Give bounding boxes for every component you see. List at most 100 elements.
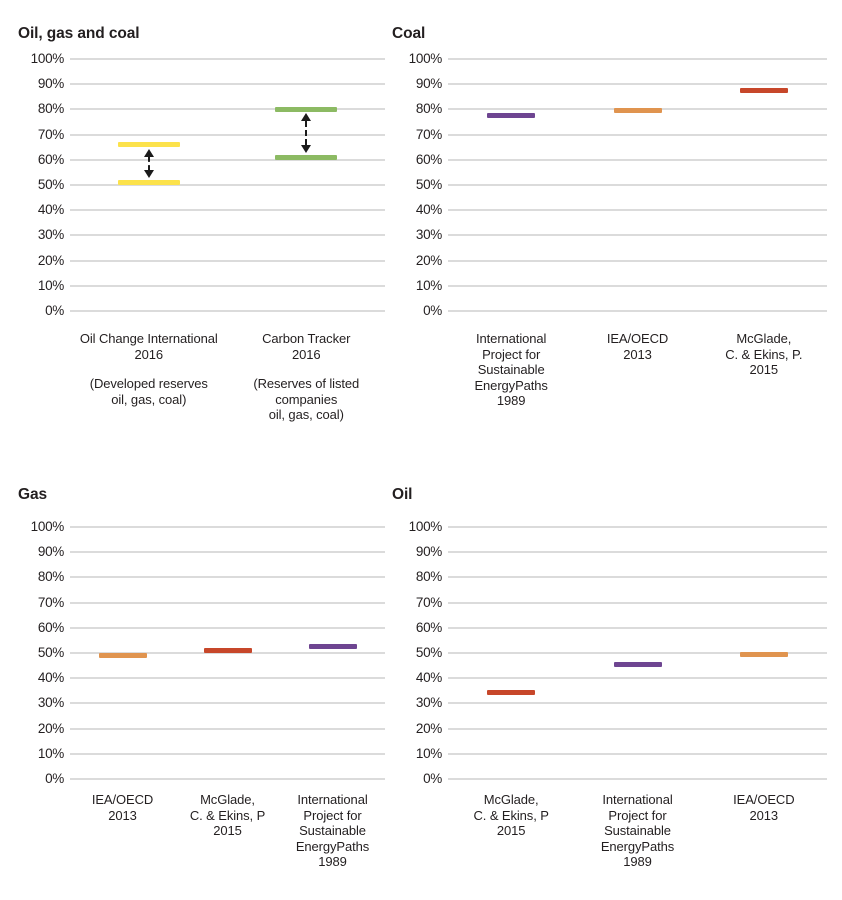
- data-marker: [203, 647, 252, 653]
- gridline: [70, 576, 385, 579]
- chart-title: Coal: [392, 25, 426, 42]
- x-category-label-text: IEA/OECD 2013: [733, 792, 795, 823]
- y-tick-label: 100%: [408, 51, 443, 66]
- x-category-label-text: IEA/OECD 2013: [91, 792, 154, 823]
- gridline: [448, 184, 827, 186]
- chart-oil-gas-coal: Oil, gas and coal 100% 90% 80% 70% 60% 50% 40%…: [18, 18, 385, 486]
- x-axis-labels: IEA/OECD 2013 McGlade, C. & Ekins, P 2015…: [70, 792, 385, 870]
- y-tick-label: 90%: [415, 76, 442, 92]
- y-tick-label: 90%: [415, 544, 442, 560]
- y-tick-label: 50%: [37, 177, 64, 192]
- y-tick-label: 80%: [37, 569, 64, 585]
- y-tick-label: 20%: [37, 252, 64, 268]
- y-tick-label: 0%: [423, 771, 442, 786]
- y-tick-label: 40%: [415, 202, 442, 218]
- y-tick-label: 50%: [37, 645, 64, 660]
- y-tick-label: 90%: [37, 76, 64, 92]
- gridline: [448, 601, 827, 604]
- gridline: [70, 234, 385, 237]
- gridline: [70, 83, 385, 86]
- gridline: [70, 526, 385, 528]
- gridline: [70, 626, 385, 629]
- x-category-label-text: International Project for Sustainable En…: [295, 792, 370, 869]
- x-category-label: International Project for Sustainable En…: [448, 331, 574, 409]
- x-category-label: IEA/OECD 2013: [701, 792, 827, 870]
- plot-area: 100% 90% 80% 70% 60% 50% 40% 30% 20% 10% 0%: [31, 519, 385, 786]
- y-tick-label: 70%: [415, 126, 442, 142]
- y-tick-label: 0%: [423, 303, 442, 318]
- y-tick-label: 40%: [415, 670, 442, 686]
- y-tick-label: 80%: [415, 569, 442, 585]
- x-category-label-text: IEA/OECD 2013: [606, 331, 669, 362]
- chart-title: Gas: [18, 486, 47, 503]
- data-marker: [98, 653, 147, 659]
- chart-oil: Oil 100% 90% 80% 70% 60% 50% 40% 30% 20% 10% 0% Mc…: [392, 486, 827, 900]
- data-marker: [613, 661, 662, 667]
- gridline: [448, 652, 827, 654]
- data-marker: [613, 108, 662, 114]
- y-tick-label: 50%: [415, 177, 442, 192]
- gridline: [70, 702, 385, 705]
- y-tick-label: 20%: [415, 720, 442, 736]
- y-tick-label: 50%: [415, 645, 442, 660]
- chart-title: Oil: [392, 486, 413, 503]
- y-tick-label: 80%: [37, 101, 64, 117]
- gridline: [448, 677, 827, 680]
- data-marker: [487, 689, 536, 695]
- x-category-label-text: McGlade, C. & Ekins, P 2015: [189, 792, 266, 838]
- arrow-down-icon: [143, 170, 154, 179]
- gridline: [448, 727, 827, 730]
- data-marker: [275, 106, 338, 112]
- gridline: [70, 259, 385, 262]
- x-category-label: IEA/OECD 2013: [574, 331, 700, 409]
- y-tick-label: 100%: [30, 519, 65, 534]
- gridline: [448, 526, 827, 528]
- gridline: [70, 58, 385, 60]
- y-tick-label: 100%: [408, 519, 443, 534]
- gridline: [70, 184, 385, 186]
- gridline: [448, 158, 827, 161]
- range-arrow: [299, 113, 313, 154]
- data-marker: [117, 142, 180, 148]
- y-tick-label: 60%: [415, 151, 442, 167]
- gridline: [448, 576, 827, 579]
- x-category-label-text: McGlade, C. & Ekins, P 2015: [473, 792, 549, 838]
- gridline: [70, 551, 385, 554]
- gridline: [70, 209, 385, 212]
- gridline: [70, 652, 385, 654]
- y-tick-label: 0%: [45, 303, 64, 318]
- x-category-label-text: Oil Change International 2016: [79, 331, 218, 362]
- y-tick-label: 80%: [415, 101, 442, 117]
- chart-coal: Coal 100% 90% 80% 70% 60% 50% 40% 30% 20% 10% 0% I…: [392, 18, 827, 486]
- y-tick-label: 70%: [37, 126, 64, 142]
- y-tick-label: 10%: [415, 745, 442, 761]
- gridline: [448, 209, 827, 212]
- gridline: [70, 677, 385, 680]
- y-tick-label: 40%: [37, 670, 64, 686]
- data-marker: [487, 113, 536, 119]
- gridline: [70, 752, 385, 755]
- gridline: [70, 727, 385, 730]
- gridline: [448, 234, 827, 237]
- plot-area: 100% 90% 80% 70% 60% 50% 40% 30% 20% 10% 0%: [409, 519, 827, 786]
- gridline: [448, 702, 827, 705]
- arrow-shaft: [147, 156, 150, 171]
- y-tick-label: 20%: [415, 252, 442, 268]
- x-category-label: McGlade, C. & Ekins, P 2015: [448, 792, 574, 870]
- y-tick-label: 30%: [37, 695, 64, 711]
- y-tick-label: 40%: [37, 202, 64, 218]
- y-tick-label: 70%: [415, 594, 442, 610]
- data-marker: [739, 88, 788, 93]
- x-category-label-text: International Project for Sustainable En…: [474, 331, 548, 408]
- arrow-up-icon: [301, 113, 312, 122]
- y-tick-label: 20%: [37, 720, 64, 736]
- plot-area: 100% 90% 80% 70% 60% 50% 40% 30% 20% 10% 0%: [409, 51, 827, 318]
- data-marker: [275, 154, 338, 160]
- gridline: [448, 310, 827, 312]
- gridline: [448, 58, 827, 60]
- gridline: [448, 259, 827, 262]
- plot-area: 100% 90% 80% 70% 60% 50% 40% 30% 20% 10% 0%: [31, 51, 385, 318]
- chart-gas: Gas 100% 90% 80% 70% 60% 50% 40% 30% 20% 10% 0% IE…: [18, 486, 385, 900]
- x-category-sublabel-text: (Reserves of listed companies oil, gas, …: [253, 376, 360, 422]
- gridline: [448, 752, 827, 755]
